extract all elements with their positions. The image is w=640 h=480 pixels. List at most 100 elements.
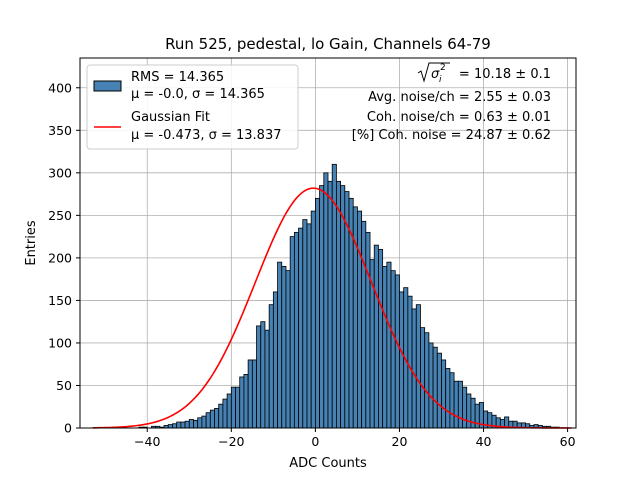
legend-hist-label-1: RMS = 14.365 [131, 70, 224, 85]
y-tick-label: 0 [64, 421, 72, 436]
y-axis-title: Entries [24, 220, 39, 266]
histogram-bar [407, 295, 413, 429]
histogram-bar [289, 236, 295, 429]
histogram-bar [298, 227, 304, 429]
histogram-bar [420, 327, 426, 429]
histogram-bar [357, 210, 363, 429]
histogram-bar [466, 393, 472, 429]
histogram-bar [340, 185, 346, 429]
legend-fit-label-1: Gaussian Fit [131, 110, 210, 125]
histogram-bar [167, 424, 173, 429]
histogram-bar [226, 393, 232, 429]
histogram-bar [264, 329, 270, 429]
histogram-bar [222, 398, 228, 429]
y-tick-label: 350 [48, 123, 72, 138]
histogram-bar [209, 409, 215, 429]
y-tick-label: 100 [48, 335, 72, 350]
legend-fit-label-2: μ = -0.473, σ = 13.837 [131, 128, 281, 143]
histogram-bar [390, 270, 396, 429]
histogram-bar [394, 274, 400, 429]
legend: RMS = 14.365 μ = -0.0, σ = 14.365 Gaussi… [86, 64, 299, 150]
histogram-bar [436, 352, 442, 429]
histogram-bar [268, 304, 274, 429]
histogram-bar [365, 231, 371, 429]
legend-hist-label-2: μ = -0.0, σ = 14.365 [131, 87, 265, 102]
histogram-bar [415, 304, 421, 429]
histogram-bar [441, 359, 447, 429]
y-tick-label: 200 [48, 250, 72, 265]
x-tick-label: −20 [218, 434, 244, 449]
histogram-bar [432, 346, 438, 429]
histogram-bar [361, 220, 367, 429]
x-tick-label: 0 [311, 434, 319, 449]
x-tick-label: −40 [134, 434, 160, 449]
histogram-bar [453, 380, 459, 429]
histogram-bar [205, 412, 211, 429]
histogram-bar [373, 244, 379, 429]
histogram-bar [272, 291, 278, 429]
y-tick-label: 250 [48, 208, 72, 223]
histogram-bar [310, 210, 316, 429]
legend-hist-swatch [93, 80, 122, 92]
histogram-bar [214, 408, 220, 429]
x-tick-label: 20 [392, 434, 408, 449]
sigma-subscript: i [439, 75, 442, 85]
coh-noise-label: Coh. noise/ch = 0.63 ± 0.01 [367, 110, 551, 125]
sigma-superscript: 2 [440, 63, 446, 73]
histogram-bar [336, 180, 342, 429]
histogram-bar [235, 386, 241, 429]
gaussian-fit-curve [92, 187, 572, 429]
histogram-bar [251, 359, 257, 429]
x-tick-label: 60 [560, 434, 576, 449]
sqrt-symbol [417, 62, 450, 83]
histogram-bar [260, 321, 266, 429]
histogram-bar [247, 359, 253, 429]
histogram-bar [256, 325, 262, 429]
avg-noise-label: Avg. noise/ch = 2.55 ± 0.03 [368, 90, 551, 105]
sqrt-sigma-formula: σ i 2 = 10.18 ± 0.1 [417, 62, 551, 85]
histogram-bar [197, 417, 203, 429]
histogram-bar [302, 219, 308, 429]
histogram-bar [243, 374, 249, 429]
histogram-bar [457, 380, 463, 429]
histogram-bar [323, 172, 329, 429]
histogram-bar [462, 386, 468, 429]
chart-title: Run 525, pedestal, lo Gain, Channels 64-… [165, 35, 491, 53]
histogram-bar [314, 197, 320, 429]
histogram-bar [411, 308, 417, 429]
y-tick-label: 150 [48, 293, 72, 308]
y-axis-ticks: 0 50 100 150 200 250 300 350 400 [48, 80, 80, 436]
coh-noise-percent-label: [%] Coh. noise = 24.87 ± 0.62 [352, 128, 551, 143]
histogram-bar [445, 368, 451, 429]
histogram-bar [188, 419, 194, 429]
y-tick-label: 300 [48, 165, 72, 180]
x-tick-label: 40 [476, 434, 492, 449]
histogram-bar [285, 270, 291, 429]
histogram-bar [386, 261, 392, 429]
y-tick-label: 50 [56, 378, 72, 393]
y-tick-label: 400 [48, 80, 72, 95]
histogram-bar [424, 332, 430, 429]
histogram-bar [327, 180, 333, 429]
plot-frame [79, 57, 577, 429]
histogram-bar [293, 231, 299, 429]
histogram-bar [180, 421, 186, 429]
histogram-bar [382, 265, 388, 429]
histogram-bar [319, 185, 325, 429]
legend-box [86, 64, 299, 150]
histogram-bar [172, 423, 178, 429]
histogram-bar [281, 265, 287, 429]
histogram-bar [230, 386, 236, 429]
histogram-bar [176, 421, 182, 429]
histogram-bar [193, 419, 199, 429]
histogram-bar [449, 372, 455, 429]
noise-annotations: σ i 2 = 10.18 ± 0.1 Avg. noise/ch = 2.55… [352, 62, 551, 143]
histogram-bar [277, 261, 283, 429]
histogram-bar [218, 403, 224, 429]
sigma-symbol: σ [431, 67, 440, 82]
histogram-bar [378, 248, 384, 429]
histogram-bar [239, 376, 245, 429]
sigma-value: = 10.18 ± 0.1 [459, 67, 551, 82]
histogram-bar [428, 342, 434, 429]
